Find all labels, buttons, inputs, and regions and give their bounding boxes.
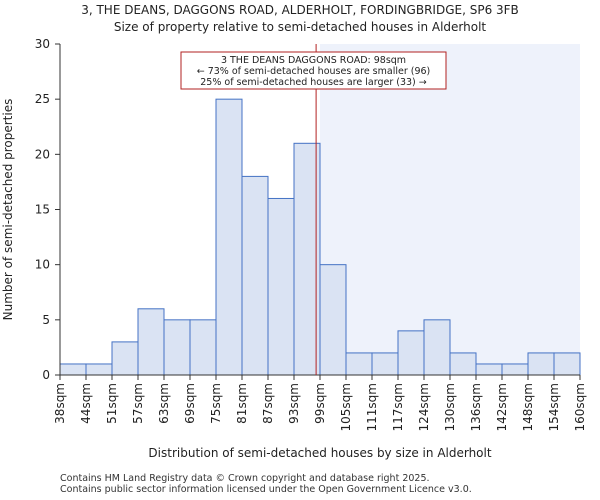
histogram-bar xyxy=(137,308,165,376)
x-tick-label: 105sqm xyxy=(339,383,353,431)
annotation-line-1: 3 THE DEANS DAGGONS ROAD: 98sqm xyxy=(221,55,406,66)
x-tick-label: 124sqm xyxy=(417,383,431,431)
y-axis-title: Number of semi-detached properties xyxy=(1,99,15,321)
x-tick-label: 75sqm xyxy=(209,383,223,424)
x-tick-label: 87sqm xyxy=(261,383,275,424)
x-tick-label: 63sqm xyxy=(157,383,171,424)
histogram-bar xyxy=(241,175,269,376)
x-tick-label: 148sqm xyxy=(521,383,535,431)
y-tick-label: 5 xyxy=(42,313,50,327)
y-tick-label: 10 xyxy=(35,258,50,272)
x-tick-label: 69sqm xyxy=(183,383,197,424)
x-tick-label: 81sqm xyxy=(235,383,249,424)
histogram-bar xyxy=(267,197,295,376)
histogram-bar xyxy=(163,319,191,376)
histogram-bar xyxy=(59,363,87,376)
histogram-bar xyxy=(371,352,399,376)
histogram-bar xyxy=(475,363,503,376)
histogram-bar xyxy=(189,319,217,376)
y-tick-label: 30 xyxy=(35,37,50,51)
histogram-bar xyxy=(553,352,581,376)
histogram-bar xyxy=(85,363,113,376)
histogram-bar xyxy=(501,363,529,376)
chart-title-address: 3, THE DEANS, DAGGONS ROAD, ALDERHOLT, F… xyxy=(81,3,519,17)
histogram-bar xyxy=(397,330,425,376)
histogram-bar xyxy=(111,341,139,376)
y-tick-label: 25 xyxy=(35,92,50,106)
x-tick-label: 142sqm xyxy=(495,383,509,431)
x-tick-label: 160sqm xyxy=(573,383,587,431)
x-tick-label: 111sqm xyxy=(365,383,379,431)
x-tick-label: 99sqm xyxy=(313,383,327,424)
annotation-box xyxy=(180,51,447,90)
x-tick-label: 93sqm xyxy=(287,383,301,424)
x-tick-label: 117sqm xyxy=(391,383,405,431)
y-tick-label: 15 xyxy=(35,203,50,217)
x-tick-label: 130sqm xyxy=(443,383,457,431)
x-tick-label: 136sqm xyxy=(469,383,483,431)
y-tick-label: 0 xyxy=(42,368,50,382)
x-axis-title: Distribution of semi-detached houses by … xyxy=(148,446,491,460)
x-tick-label: 154sqm xyxy=(547,383,561,431)
x-tick-label: 44sqm xyxy=(79,383,93,424)
footer-copyright: Contains HM Land Registry data © Crown c… xyxy=(60,473,430,484)
histogram-bar xyxy=(215,98,243,376)
histogram-bar xyxy=(319,264,347,376)
histogram-bar xyxy=(527,352,555,376)
annotation-line-2: ← 73% of semi-detached houses are smalle… xyxy=(197,66,431,77)
x-tick-label: 38sqm xyxy=(53,383,67,424)
histogram-bar xyxy=(449,352,477,376)
footer-licence: Contains public sector information licen… xyxy=(60,484,472,495)
histogram-bar xyxy=(345,352,373,376)
x-tick-label: 51sqm xyxy=(105,383,119,424)
x-tick-label: 57sqm xyxy=(131,383,145,424)
annotation-line-3: 25% of semi-detached houses are larger (… xyxy=(200,77,427,88)
y-tick-label: 20 xyxy=(35,147,50,161)
chart-title-subtitle: Size of property relative to semi-detach… xyxy=(113,20,487,34)
histogram-bar xyxy=(423,319,451,376)
